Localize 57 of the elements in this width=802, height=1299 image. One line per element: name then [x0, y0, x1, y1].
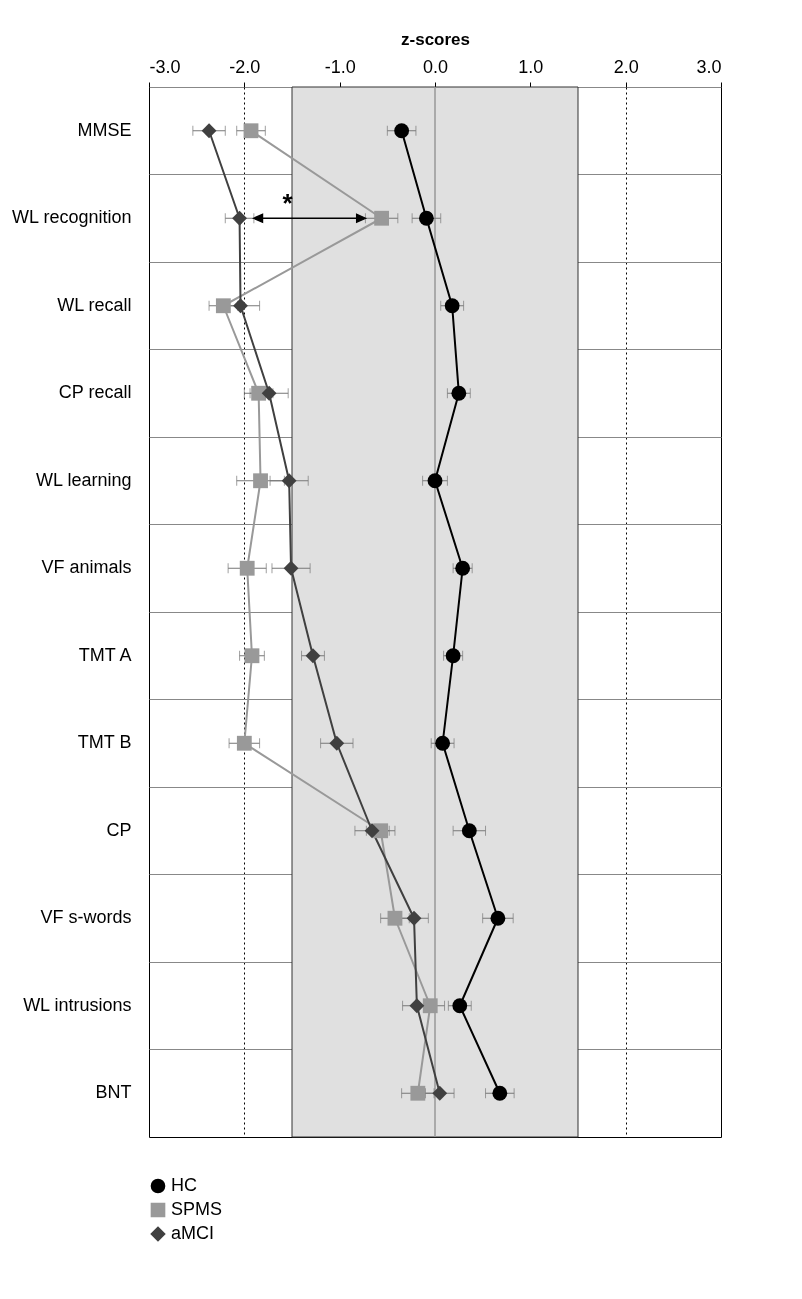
x-tick-label: 0.0: [422, 56, 449, 77]
annotation: *: [282, 188, 294, 219]
point: [232, 210, 247, 226]
point: [374, 210, 390, 226]
point: [251, 385, 267, 401]
point: [329, 735, 345, 751]
legend-label: SPMS: [171, 1199, 223, 1219]
y-tick-label: VF animals: [41, 557, 132, 578]
point: [201, 123, 217, 139]
point: [261, 385, 277, 401]
point: [394, 123, 410, 139]
legend-label: aMCI: [171, 1223, 215, 1243]
x-tick-label: 1.0: [518, 56, 544, 77]
point: [422, 998, 438, 1014]
point: [432, 1085, 448, 1101]
point: [215, 298, 231, 314]
y-tick-label: WL recall: [57, 294, 132, 315]
point: [239, 560, 255, 576]
point: [283, 560, 299, 576]
y-tick-label: WL recognition: [12, 207, 132, 228]
x-tick-label: -1.0: [324, 56, 356, 77]
point: [435, 735, 451, 751]
legend-label: HC: [171, 1175, 197, 1195]
point: [451, 385, 467, 401]
y-tick-label: TMT A: [78, 644, 132, 665]
point: [410, 1085, 426, 1101]
point: [244, 648, 260, 664]
point: [364, 823, 380, 839]
y-tick-label: WL learning: [36, 469, 132, 490]
y-tick-label: TMT B: [77, 732, 132, 753]
point: [253, 473, 268, 489]
point: [427, 473, 443, 489]
point: [490, 910, 506, 926]
y-tick-label: CP: [106, 819, 132, 840]
point: [406, 910, 422, 926]
x-tick-label: -3.0: [149, 56, 181, 77]
y-tick-label: BNT: [95, 1082, 132, 1103]
point: [305, 648, 321, 664]
x-tick-label: 3.0: [696, 56, 722, 77]
y-tick-label: VF s-words: [40, 907, 132, 928]
point: [452, 998, 468, 1014]
y-tick-label: MMSE: [77, 119, 132, 140]
point: [236, 735, 252, 751]
point: [281, 473, 297, 489]
point: [461, 823, 477, 839]
x-tick-label: 2.0: [613, 56, 639, 77]
point: [409, 998, 425, 1014]
point: [444, 298, 460, 314]
y-tick-label: WL intrusions: [23, 994, 132, 1015]
point: [243, 123, 259, 139]
x-axis-title: z-scores: [401, 29, 470, 49]
y-tick-label: CP recall: [58, 382, 132, 403]
point: [419, 210, 434, 226]
point: [233, 298, 248, 314]
point: [387, 910, 403, 926]
point: [492, 1085, 508, 1101]
x-tick-label: -2.0: [229, 56, 261, 77]
